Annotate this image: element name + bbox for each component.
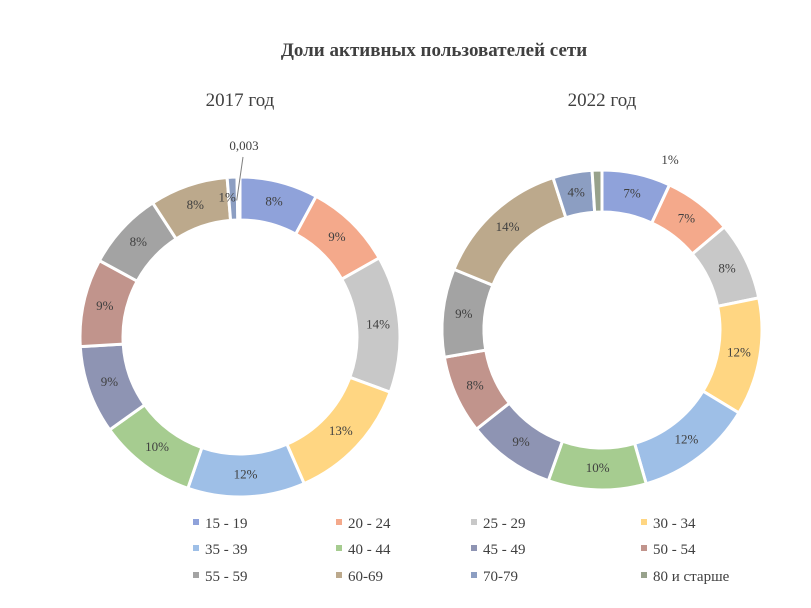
data-label-1-6: 9% xyxy=(512,434,530,449)
legend-swatch-6 xyxy=(471,545,477,551)
legend-item-11: 80 и старше xyxy=(653,569,730,585)
leader-line xyxy=(236,156,244,201)
legend-swatch-7 xyxy=(641,545,647,551)
legend-swatch-11 xyxy=(641,572,647,578)
data-label-0-1: 9% xyxy=(328,229,346,244)
data-label-1-1: 7% xyxy=(678,211,696,226)
legend-swatch-5 xyxy=(336,545,342,551)
legend-item-0: 15 - 19 xyxy=(205,516,248,532)
data-label-1-7: 8% xyxy=(466,378,484,393)
data-label-0-10: 1% xyxy=(218,190,236,205)
legend-item-3: 30 - 34 xyxy=(653,516,696,532)
legend-swatch-9 xyxy=(336,572,342,578)
legend-item-1: 20 - 24 xyxy=(348,516,391,532)
legend-swatch-4 xyxy=(193,545,199,551)
legend-swatch-0 xyxy=(193,519,199,525)
legend-swatch-10 xyxy=(471,572,477,578)
data-label-0-6: 9% xyxy=(101,374,119,389)
data-label-0-8: 8% xyxy=(130,234,148,249)
data-label-0-3: 13% xyxy=(329,423,353,438)
legend-item-4: 35 - 39 xyxy=(205,542,248,558)
data-label-1-5: 10% xyxy=(586,460,610,475)
legend-swatch-8 xyxy=(193,572,199,578)
data-label-1-3: 12% xyxy=(727,345,751,360)
data-label-0-2: 14% xyxy=(366,317,390,332)
data-label-1-0: 7% xyxy=(623,185,641,200)
legend-item-9: 60-69 xyxy=(348,569,383,585)
data-label-0-7: 9% xyxy=(96,298,114,313)
data-label-0-11: 0,003 xyxy=(229,138,258,153)
chart-subtitle-1: 2022 год xyxy=(568,90,637,111)
legend-item-10: 70-79 xyxy=(483,569,518,585)
legend-swatch-2 xyxy=(471,519,477,525)
data-label-1-8: 9% xyxy=(455,306,473,321)
donut-slice-0-11[interactable] xyxy=(235,175,242,222)
data-label-1-9: 14% xyxy=(496,219,520,234)
data-label-1-11: 1% xyxy=(661,152,679,167)
data-label-0-4: 12% xyxy=(234,466,258,481)
chart-title: Доли активных пользователей сети xyxy=(281,40,587,61)
data-label-0-9: 8% xyxy=(187,197,205,212)
legend-item-7: 50 - 54 xyxy=(653,542,696,558)
data-label-1-10: 4% xyxy=(568,184,586,199)
chart-subtitle-0: 2017 год xyxy=(206,90,275,111)
legend-item-5: 40 - 44 xyxy=(348,542,391,558)
legend-item-8: 55 - 59 xyxy=(205,569,248,585)
data-label-1-2: 8% xyxy=(718,260,736,275)
legend-swatch-3 xyxy=(641,519,647,525)
legend-item-2: 25 - 29 xyxy=(483,516,526,532)
donut-slice-1-11[interactable] xyxy=(590,168,604,214)
data-label-0-0: 8% xyxy=(265,194,283,209)
legend-swatch-1 xyxy=(336,519,342,525)
legend-item-6: 45 - 49 xyxy=(483,542,526,558)
data-label-0-5: 10% xyxy=(145,439,169,454)
data-label-1-4: 12% xyxy=(675,431,699,446)
